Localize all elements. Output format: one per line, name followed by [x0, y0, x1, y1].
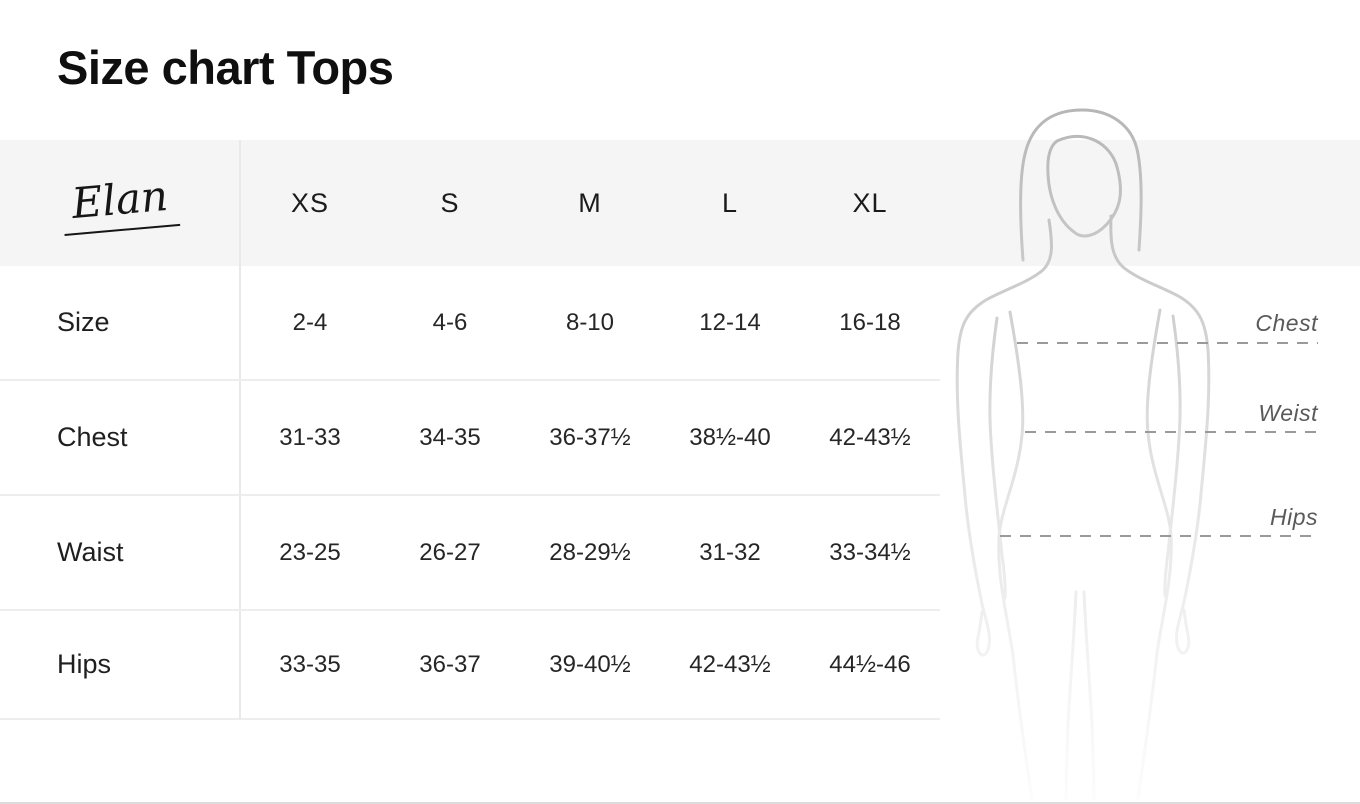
table-cell: 12-14	[660, 266, 800, 381]
table-header-band	[0, 140, 1360, 266]
figure-outline	[955, 108, 1211, 802]
brand-logo-cell: Elan	[0, 140, 240, 266]
column-header-xs: XS	[290, 187, 330, 218]
table-cell: 36-37½	[520, 381, 660, 496]
column-header-m: M	[578, 187, 602, 218]
table-cell: 8-10	[520, 266, 660, 381]
table-cell: 31-32	[660, 496, 800, 611]
table-cell: 31-33	[240, 381, 380, 496]
table-vertical-divider	[239, 140, 241, 720]
table-cell: 2-4	[240, 266, 380, 381]
table-cell: 33-35	[240, 611, 380, 720]
row-label-chest: Chest	[0, 381, 240, 496]
table-cell: 44½-46	[800, 611, 940, 720]
row-label-waist: Waist	[0, 496, 240, 611]
table-cell: 28-29½	[520, 496, 660, 611]
size-table: Elan XS S M L XL Size 2-4 4-6 8-10 12-14…	[0, 140, 940, 720]
table-cell: 42-43½	[660, 611, 800, 720]
table-cell: 33-34½	[800, 496, 940, 611]
page-title: Size chart Tops	[57, 41, 394, 94]
table-cell: 36-37	[380, 611, 520, 720]
measurement-label-hips: Hips	[1269, 504, 1318, 530]
table-cell: 16-18	[800, 266, 940, 381]
measurement-label-waist: Weist	[1258, 400, 1318, 426]
row-label-hips: Hips	[0, 611, 240, 720]
column-header-s: S	[440, 187, 460, 218]
row-label-size: Size	[0, 266, 240, 381]
table-cell: 23-25	[240, 496, 380, 611]
table-cell: 39-40½	[520, 611, 660, 720]
brand-logo: Elan	[59, 170, 181, 236]
column-header-xl: XL	[852, 187, 888, 218]
table-cell: 34-35	[380, 381, 520, 496]
table-cell: 4-6	[380, 266, 520, 381]
table-cell: 26-27	[380, 496, 520, 611]
table-cell: 38½-40	[660, 381, 800, 496]
column-header-l: L	[721, 187, 739, 218]
measurement-label-chest: Chest	[1255, 310, 1318, 336]
woman-figure-illustration	[955, 108, 1318, 802]
table-cell: 42-43½	[800, 381, 940, 496]
